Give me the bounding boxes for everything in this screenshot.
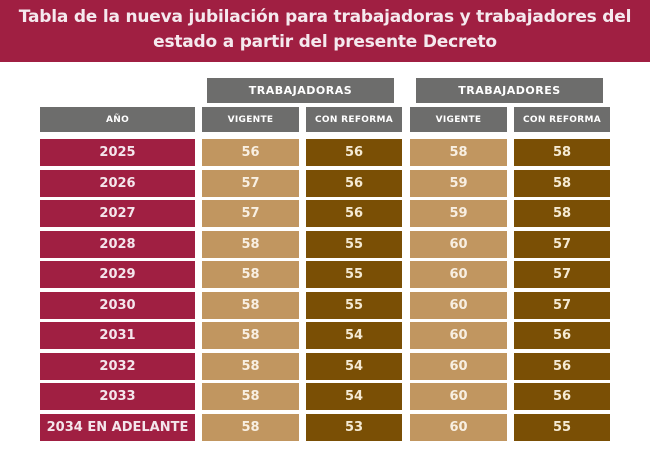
title-line-1: Tabla de la nueva jubilación para trabaj… bbox=[18, 7, 632, 27]
column-header-trabajadoras-con-reforma: CON REFORMA bbox=[306, 107, 402, 132]
trabajadoras-con-reforma-cell: 54 bbox=[306, 383, 402, 410]
trabajadoras-vigente-cell: 57 bbox=[202, 200, 299, 227]
trabajadoras-con-reforma-cell: 55 bbox=[306, 261, 402, 288]
trabajadores-vigente-cell: 60 bbox=[410, 292, 507, 319]
trabajadores-con-reforma-cell: 58 bbox=[514, 170, 610, 197]
trabajadores-con-reforma-cell: 56 bbox=[514, 353, 610, 380]
trabajadoras-vigente-cell: 58 bbox=[202, 322, 299, 349]
trabajadoras-vigente-cell: 58 bbox=[202, 383, 299, 410]
group-header-trabajadores: TRABAJADORES bbox=[416, 78, 603, 103]
trabajadores-vigente-cell: 58 bbox=[410, 139, 507, 166]
year-cell: 2030 bbox=[40, 292, 195, 319]
trabajadores-con-reforma-cell: 57 bbox=[514, 231, 610, 258]
trabajadoras-con-reforma-cell: 56 bbox=[306, 200, 402, 227]
trabajadoras-vigente-cell: 58 bbox=[202, 292, 299, 319]
trabajadoras-con-reforma-cell: 56 bbox=[306, 139, 402, 166]
trabajadores-vigente-cell: 60 bbox=[410, 353, 507, 380]
trabajadoras-vigente-cell: 58 bbox=[202, 231, 299, 258]
trabajadores-vigente-cell: 60 bbox=[410, 261, 507, 288]
title-banner: Tabla de la nueva jubilación para trabaj… bbox=[0, 0, 650, 62]
trabajadores-vigente-cell: 59 bbox=[410, 170, 507, 197]
trabajadores-vigente-cell: 59 bbox=[410, 200, 507, 227]
column-header-trabajadoras-vigente: VIGENTE bbox=[202, 107, 299, 132]
trabajadores-con-reforma-cell: 58 bbox=[514, 139, 610, 166]
year-cell: 2033 bbox=[40, 383, 195, 410]
year-cell: 2034 EN ADELANTE bbox=[40, 414, 195, 441]
trabajadores-con-reforma-cell: 57 bbox=[514, 261, 610, 288]
trabajadores-con-reforma-cell: 56 bbox=[514, 383, 610, 410]
trabajadoras-con-reforma-cell: 53 bbox=[306, 414, 402, 441]
trabajadoras-con-reforma-cell: 55 bbox=[306, 292, 402, 319]
trabajadores-con-reforma-cell: 57 bbox=[514, 292, 610, 319]
trabajadoras-vigente-cell: 58 bbox=[202, 353, 299, 380]
trabajadores-vigente-cell: 60 bbox=[410, 231, 507, 258]
trabajadoras-vigente-cell: 58 bbox=[202, 414, 299, 441]
trabajadoras-con-reforma-cell: 56 bbox=[306, 170, 402, 197]
year-cell: 2032 bbox=[40, 353, 195, 380]
title-line-2: estado a partir del presente Decreto bbox=[153, 32, 497, 52]
group-header-trabajadoras: TRABAJADORAS bbox=[207, 78, 394, 103]
trabajadores-con-reforma-cell: 56 bbox=[514, 322, 610, 349]
trabajadoras-con-reforma-cell: 55 bbox=[306, 231, 402, 258]
trabajadoras-vigente-cell: 56 bbox=[202, 139, 299, 166]
year-cell: 2026 bbox=[40, 170, 195, 197]
year-cell: 2028 bbox=[40, 231, 195, 258]
trabajadores-vigente-cell: 60 bbox=[410, 383, 507, 410]
trabajadoras-con-reforma-cell: 54 bbox=[306, 322, 402, 349]
year-cell: 2027 bbox=[40, 200, 195, 227]
year-cell: 2029 bbox=[40, 261, 195, 288]
column-header-trabajadores-vigente: VIGENTE bbox=[410, 107, 507, 132]
trabajadores-con-reforma-cell: 55 bbox=[514, 414, 610, 441]
column-header-ano: AÑO bbox=[40, 107, 195, 132]
trabajadores-vigente-cell: 60 bbox=[410, 322, 507, 349]
column-header-trabajadores-con-reforma: CON REFORMA bbox=[514, 107, 610, 132]
trabajadores-vigente-cell: 60 bbox=[410, 414, 507, 441]
trabajadores-con-reforma-cell: 58 bbox=[514, 200, 610, 227]
year-cell: 2025 bbox=[40, 139, 195, 166]
trabajadoras-con-reforma-cell: 54 bbox=[306, 353, 402, 380]
trabajadoras-vigente-cell: 58 bbox=[202, 261, 299, 288]
trabajadoras-vigente-cell: 57 bbox=[202, 170, 299, 197]
year-cell: 2031 bbox=[40, 322, 195, 349]
